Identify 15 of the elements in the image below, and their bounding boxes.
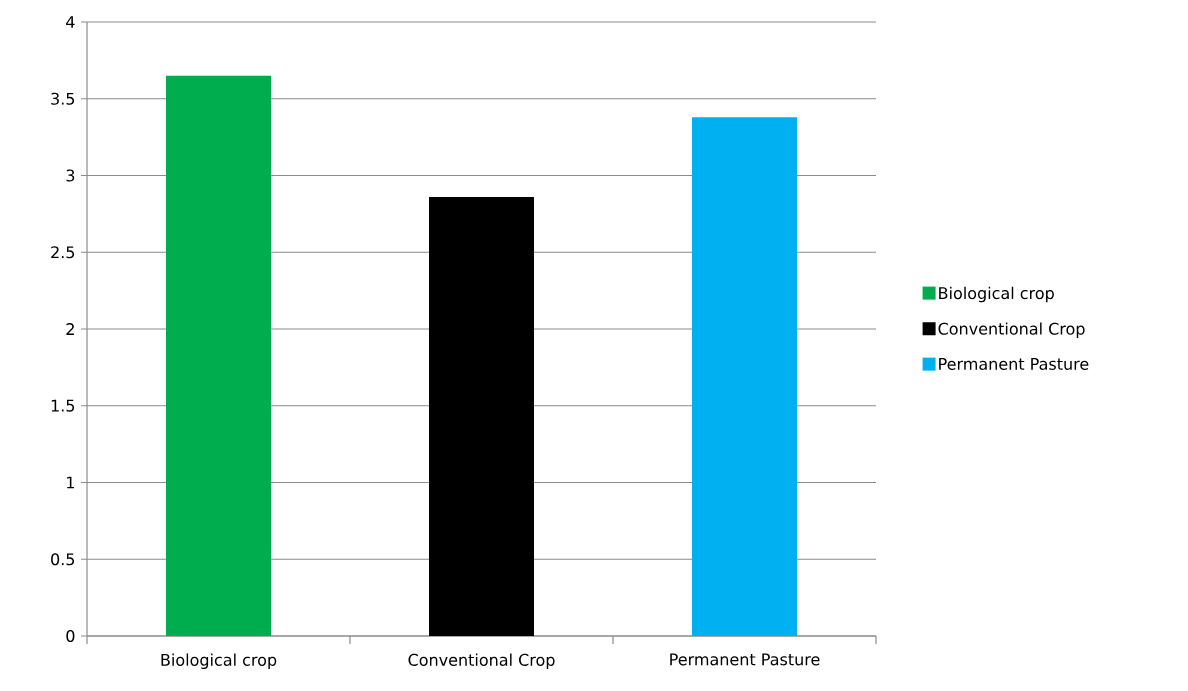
y-tick-label: 1 <box>67 476 74 489</box>
y-tick-label: 0 <box>66 629 75 643</box>
y-tick-label: 0.5 <box>51 553 75 566</box>
x-tick-label: Permanent Pasture <box>670 653 820 666</box>
x-tick-label: Biological crop <box>161 653 277 670</box>
legend-label: Permanent Pasture <box>939 358 1089 370</box>
legend-label: Conventional Crop <box>938 322 1085 338</box>
y-tick-label: 2 <box>66 323 74 335</box>
legend-label: Biological crop <box>939 286 1054 303</box>
y-tick-label: 2.5 <box>51 246 75 259</box>
y-tick-label: 3 <box>66 169 75 182</box>
y-tick-label: 3.5 <box>51 92 75 105</box>
y-tick-label: 4 <box>66 16 75 28</box>
x-tick-label: Conventional Crop <box>408 653 555 670</box>
y-tick-label: 1.5 <box>51 399 75 412</box>
